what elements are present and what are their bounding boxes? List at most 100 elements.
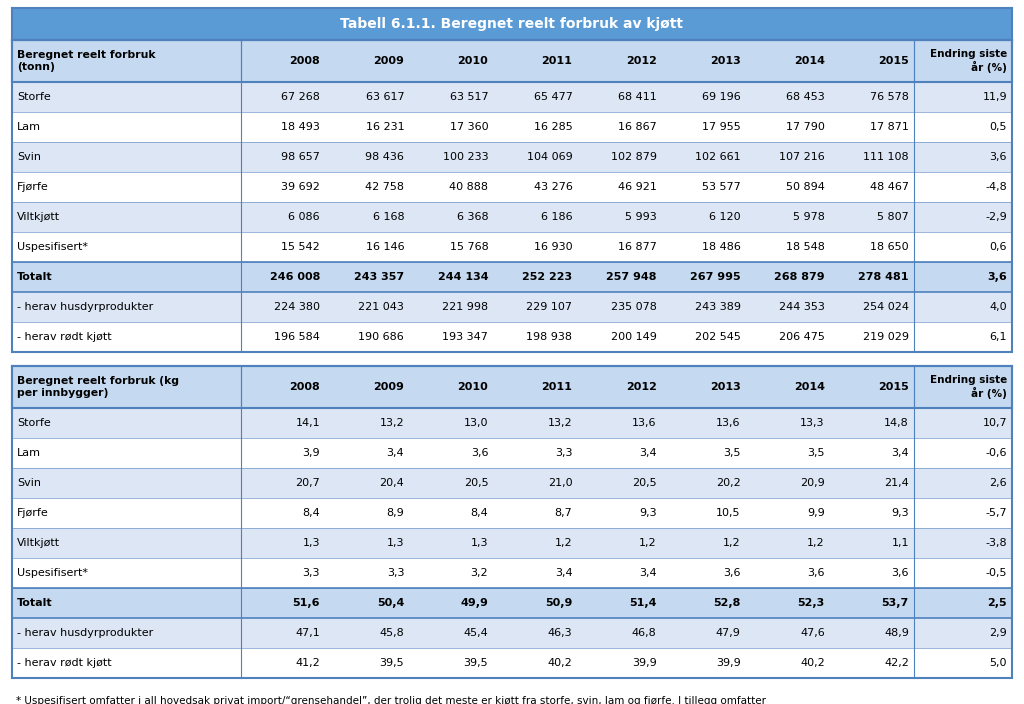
Text: 196 584: 196 584 [274, 332, 321, 342]
Text: 244 134: 244 134 [437, 272, 488, 282]
Text: 69 196: 69 196 [701, 92, 740, 102]
Bar [12, 528, 1012, 558]
Text: 21,4: 21,4 [884, 478, 909, 488]
Text: 2014: 2014 [794, 56, 824, 66]
Bar [12, 558, 1012, 588]
Text: 52,8: 52,8 [714, 598, 740, 608]
Text: 111 108: 111 108 [863, 152, 909, 162]
Text: 6 086: 6 086 [289, 212, 321, 222]
Bar [12, 202, 1012, 232]
Text: 39,5: 39,5 [464, 658, 488, 668]
Text: Lam: Lam [17, 122, 41, 132]
Text: 51,6: 51,6 [293, 598, 321, 608]
Text: - herav husdyrprodukter: - herav husdyrprodukter [17, 628, 154, 638]
Bar [12, 112, 1012, 142]
Text: 219 029: 219 029 [863, 332, 909, 342]
Text: -4,8: -4,8 [985, 182, 1007, 192]
Text: 6,1: 6,1 [989, 332, 1007, 342]
Text: 8,7: 8,7 [555, 508, 572, 518]
Text: * Uspesifisert omfatter i all hovedsak privat import/“grensehandel”, der trolig : * Uspesifisert omfatter i all hovedsak p… [16, 696, 766, 704]
Text: 68 411: 68 411 [617, 92, 656, 102]
Text: Viltkjøtt: Viltkjøtt [17, 538, 60, 548]
Text: Lam: Lam [17, 448, 41, 458]
Text: Uspesifisert*: Uspesifisert* [17, 568, 88, 578]
Text: -0,5: -0,5 [985, 568, 1007, 578]
Text: Storfe: Storfe [17, 92, 51, 102]
Text: 3,3: 3,3 [555, 448, 572, 458]
Bar [12, 322, 1012, 352]
Text: 63 517: 63 517 [450, 92, 488, 102]
Text: 3,4: 3,4 [387, 448, 404, 458]
Text: 206 475: 206 475 [779, 332, 824, 342]
Bar [12, 8, 1012, 40]
Text: 2013: 2013 [710, 382, 740, 392]
Text: 107 216: 107 216 [779, 152, 824, 162]
Text: 2015: 2015 [879, 382, 909, 392]
Text: 243 357: 243 357 [354, 272, 404, 282]
Text: 41,2: 41,2 [295, 658, 321, 668]
Text: 65 477: 65 477 [534, 92, 572, 102]
Text: 20,2: 20,2 [716, 478, 740, 488]
Text: 20,7: 20,7 [295, 478, 321, 488]
Text: 243 389: 243 389 [694, 302, 740, 312]
Text: 3,4: 3,4 [639, 448, 656, 458]
Text: 50 894: 50 894 [785, 182, 824, 192]
Text: 20,9: 20,9 [800, 478, 824, 488]
Text: 2012: 2012 [626, 56, 656, 66]
Text: -3,8: -3,8 [985, 538, 1007, 548]
Text: Svin: Svin [17, 152, 41, 162]
Text: 16 930: 16 930 [534, 242, 572, 252]
Text: 1,2: 1,2 [807, 538, 824, 548]
Bar [12, 142, 1012, 172]
Text: 1,1: 1,1 [891, 538, 909, 548]
Text: 8,9: 8,9 [386, 508, 404, 518]
Text: 3,5: 3,5 [807, 448, 824, 458]
Text: 14,1: 14,1 [296, 418, 321, 428]
Text: 67 268: 67 268 [282, 92, 321, 102]
Text: 13,6: 13,6 [632, 418, 656, 428]
Bar [12, 366, 1012, 678]
Text: 13,0: 13,0 [464, 418, 488, 428]
Text: - herav husdyrprodukter: - herav husdyrprodukter [17, 302, 154, 312]
Text: 3,9: 3,9 [302, 448, 321, 458]
Bar [12, 82, 1012, 112]
Text: 5,0: 5,0 [989, 658, 1007, 668]
Text: 0,5: 0,5 [989, 122, 1007, 132]
Text: 244 353: 244 353 [779, 302, 824, 312]
Text: 3,6: 3,6 [723, 568, 740, 578]
Text: 6 368: 6 368 [457, 212, 488, 222]
Text: 13,2: 13,2 [548, 418, 572, 428]
Text: Totalt: Totalt [17, 598, 52, 608]
Text: 11,9: 11,9 [982, 92, 1007, 102]
Text: 76 578: 76 578 [870, 92, 909, 102]
Text: 3,4: 3,4 [555, 568, 572, 578]
Bar [12, 588, 1012, 618]
Text: 2008: 2008 [290, 56, 321, 66]
Text: 202 545: 202 545 [694, 332, 740, 342]
Text: 2010: 2010 [458, 382, 488, 392]
Text: 268 879: 268 879 [774, 272, 824, 282]
Text: 2011: 2011 [542, 382, 572, 392]
Text: 2,9: 2,9 [989, 628, 1007, 638]
Text: 40,2: 40,2 [548, 658, 572, 668]
Text: 2013: 2013 [710, 56, 740, 66]
Text: 2008: 2008 [290, 382, 321, 392]
Text: 224 380: 224 380 [274, 302, 321, 312]
Text: 47,9: 47,9 [716, 628, 740, 638]
Text: Uspesifisert*: Uspesifisert* [17, 242, 88, 252]
Text: 46,3: 46,3 [548, 628, 572, 638]
Text: 98 657: 98 657 [282, 152, 321, 162]
Text: 6 120: 6 120 [709, 212, 740, 222]
Text: 3,6: 3,6 [891, 568, 909, 578]
Text: - herav rødt kjøtt: - herav rødt kjøtt [17, 332, 112, 342]
Text: 39,5: 39,5 [380, 658, 404, 668]
Text: 3,4: 3,4 [639, 568, 656, 578]
Text: 3,3: 3,3 [387, 568, 404, 578]
Text: Endring siste
år (%): Endring siste år (%) [930, 49, 1007, 73]
Text: 2011: 2011 [542, 56, 572, 66]
Bar [12, 408, 1012, 438]
Text: 47,6: 47,6 [800, 628, 824, 638]
Text: 17 360: 17 360 [450, 122, 488, 132]
Text: 16 877: 16 877 [617, 242, 656, 252]
Text: Totalt: Totalt [17, 272, 52, 282]
